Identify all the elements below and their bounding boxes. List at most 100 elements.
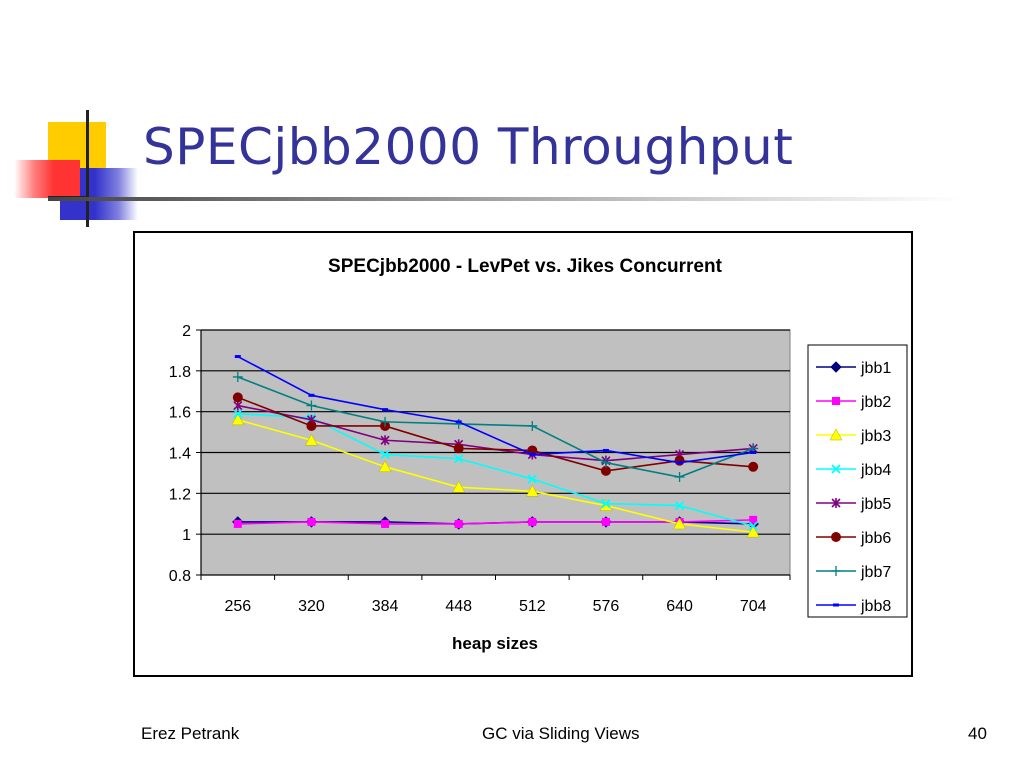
legend-label: jbb6: [860, 530, 891, 547]
data-point: [676, 461, 683, 465]
legend-item-jbb1: jbb1: [816, 360, 891, 377]
data-point: [308, 393, 315, 397]
legend-item-jbb8: jbb8: [816, 598, 891, 615]
data-point: [307, 517, 316, 526]
legend-box: [807, 344, 908, 618]
title-underline: [48, 197, 960, 201]
data-point: [454, 519, 463, 528]
data-point: [381, 519, 390, 528]
legend-item-jbb4: jbb4: [816, 462, 891, 479]
series-line-jbb3: [237, 419, 754, 533]
y-tick-label: 0.8: [169, 568, 191, 585]
x-tick-label: 640: [666, 598, 693, 615]
data-point: [602, 448, 609, 452]
legend-label: jbb4: [860, 462, 891, 479]
data-point: [831, 464, 841, 474]
data-point: [306, 420, 317, 431]
data-point: [231, 413, 245, 426]
legend-label: jbb5: [860, 496, 891, 513]
line-chart: SPECjbb2000 - LevPet vs. Jikes Concurren…: [169, 256, 908, 653]
data-point: [748, 521, 758, 531]
x-tick-label: 256: [224, 598, 251, 615]
x-tick-label: 320: [298, 598, 325, 615]
series-line-jbb8: [237, 355, 754, 464]
slide-number: 40: [968, 724, 987, 743]
data-point: [234, 355, 241, 359]
legend: jbb1 jbb2 jbb3 jbb4 jbb5 jbb6 jbb7 jbb8: [807, 344, 908, 618]
footer-author: Erez Petrank: [141, 724, 240, 743]
x-tick-label: 384: [372, 598, 399, 615]
data-point: [748, 461, 759, 472]
legend-label: jbb2: [860, 394, 891, 411]
data-point: [380, 435, 390, 446]
data-point: [832, 397, 840, 405]
data-point: [382, 408, 389, 412]
x-tick-label: 512: [519, 598, 546, 615]
data-point: [674, 472, 685, 482]
data-point: [601, 517, 610, 526]
data-point: [527, 420, 538, 431]
series-jbb8: [234, 355, 757, 465]
data-point: [674, 500, 685, 511]
data-point: [600, 465, 611, 476]
x-axis-label: heap sizes: [452, 634, 538, 653]
series-line-jbb7: [237, 376, 754, 478]
data-point: [452, 480, 466, 493]
legend-item-jbb5: jbb5: [816, 496, 891, 513]
x-tick-label: 576: [593, 598, 620, 615]
legend-item-jbb3: jbb3: [816, 428, 891, 445]
y-tick-label: 1.8: [169, 364, 191, 381]
data-point: [831, 532, 841, 542]
y-tick-label: 1.4: [169, 446, 191, 463]
legend-item-jbb6: jbb6: [816, 530, 891, 547]
data-point: [528, 517, 537, 526]
data-point: [305, 433, 318, 446]
data-point: [232, 371, 243, 382]
deco-vertical-line: [86, 110, 89, 227]
data-point: [453, 443, 464, 454]
footer-title: GC via Sliding Views: [482, 724, 640, 743]
x-tick-label: 448: [445, 598, 472, 615]
legend-item-jbb2: jbb2: [816, 394, 891, 411]
data-point: [600, 457, 611, 468]
data-point: [232, 392, 243, 403]
gridlines: [201, 329, 790, 535]
slide-title: SPECjbb2000 Throughput: [143, 118, 794, 176]
legend-label: jbb3: [860, 428, 891, 445]
data-point: [525, 484, 539, 497]
y-tick-label: 2: [182, 323, 191, 340]
legend-label: jbb1: [860, 360, 891, 377]
data-point: [455, 420, 462, 424]
data-point: [830, 361, 842, 373]
data-point: [831, 498, 841, 508]
data-point: [529, 453, 536, 457]
data-point: [378, 460, 392, 473]
series-jbb3: [231, 413, 760, 538]
y-tick-label: 1.6: [169, 405, 191, 422]
data-point: [380, 449, 390, 460]
data-point: [746, 525, 760, 538]
series-layer: [231, 355, 760, 538]
chart-title: SPECjbb2000 - LevPet vs. Jikes Concurren…: [328, 256, 723, 277]
y-tick-label: 1: [182, 527, 191, 544]
series-line-jbb6: [237, 396, 754, 472]
data-point: [380, 416, 391, 427]
data-point: [527, 474, 537, 484]
data-point: [829, 428, 843, 441]
y-tick-label: 1.2: [169, 486, 191, 503]
data-point: [673, 517, 686, 530]
series-line-jbb2: [237, 519, 754, 525]
axes: 0.8 1 1.2 1.4 1.6 1.8 2 256 320 384 448 512 576 640 70…: [169, 323, 791, 615]
data-point: [233, 409, 243, 419]
data-point: [749, 515, 758, 524]
data-point: [454, 453, 464, 464]
data-point: [750, 451, 757, 454]
x-tick-label: 704: [740, 598, 767, 615]
legend-label: jbb7: [860, 564, 891, 581]
data-point: [233, 519, 242, 528]
data-point: [599, 499, 613, 511]
data-point: [833, 603, 839, 607]
data-point: [601, 498, 611, 509]
chart-frame: SPECjbb2000 - LevPet vs. Jikes Concurren…: [133, 231, 913, 677]
deco-red-square: [14, 160, 80, 198]
